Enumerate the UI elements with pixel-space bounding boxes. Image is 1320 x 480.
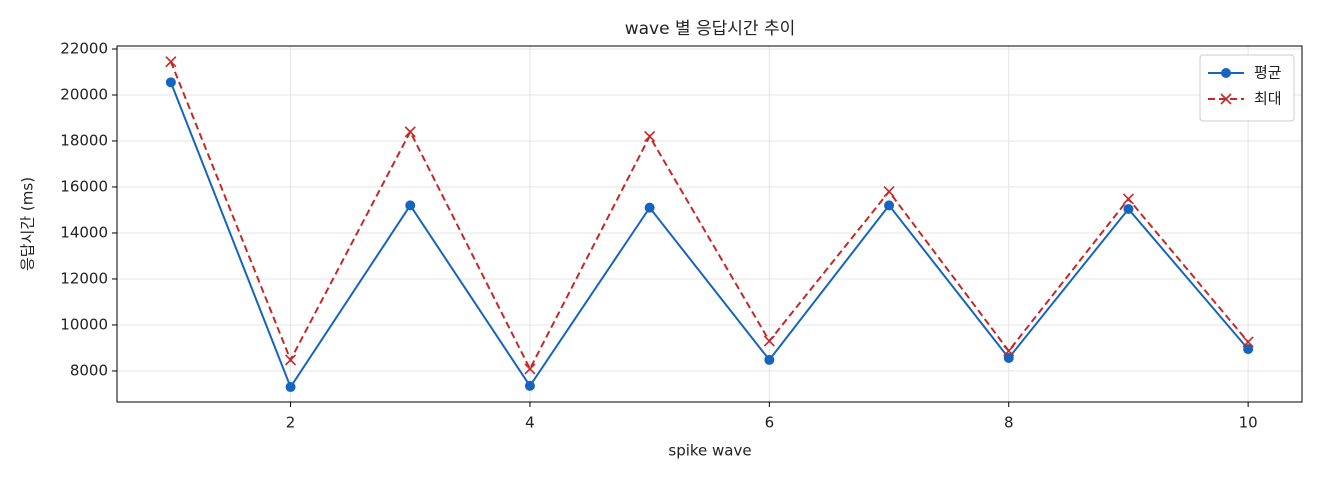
marker	[1003, 352, 1014, 363]
marker	[1242, 336, 1254, 348]
marker	[405, 200, 416, 211]
legend-label: 평균	[1254, 64, 1282, 82]
x-tick-label: 4	[525, 414, 535, 432]
marker	[165, 77, 176, 88]
y-tick-label: 22000	[60, 39, 108, 57]
legend-marker	[1220, 93, 1232, 105]
marker	[763, 335, 775, 347]
marker	[1123, 204, 1134, 215]
marker	[884, 200, 895, 211]
y-axis-label: 응답시간 (ms)	[19, 177, 37, 271]
marker	[644, 202, 655, 213]
marker	[1003, 345, 1015, 357]
marker	[284, 354, 297, 366]
legend-label: 최대	[1254, 90, 1282, 108]
marker	[644, 130, 656, 142]
x-axis-label: spike wave	[668, 442, 751, 460]
y-tick-label: 14000	[60, 223, 108, 241]
legend-marker	[1221, 68, 1231, 78]
y-tick-label: 16000	[60, 177, 108, 195]
x-tick-label: 2	[286, 414, 296, 432]
marker	[165, 56, 177, 68]
marker	[524, 380, 535, 391]
y-tick-label: 8000	[70, 361, 108, 379]
y-tick-label: 12000	[60, 269, 108, 287]
marker	[883, 186, 895, 198]
y-tick-label: 20000	[60, 85, 108, 103]
x-tick-label: 10	[1239, 414, 1258, 432]
x-tick-label: 8	[1004, 414, 1014, 432]
y-tick-label: 10000	[60, 315, 108, 333]
y-tick-label: 18000	[60, 131, 108, 149]
chart-title: wave 별 응답시간 추이	[625, 19, 796, 39]
marker	[285, 382, 296, 393]
plot-frame	[116, 45, 1303, 403]
x-tick-label: 6	[765, 414, 775, 432]
marker	[1122, 193, 1135, 205]
series-line	[169, 61, 1249, 372]
marker	[404, 126, 416, 138]
marker	[1243, 344, 1254, 355]
series-line	[169, 81, 1249, 390]
marker	[524, 363, 536, 375]
marker	[764, 354, 775, 365]
